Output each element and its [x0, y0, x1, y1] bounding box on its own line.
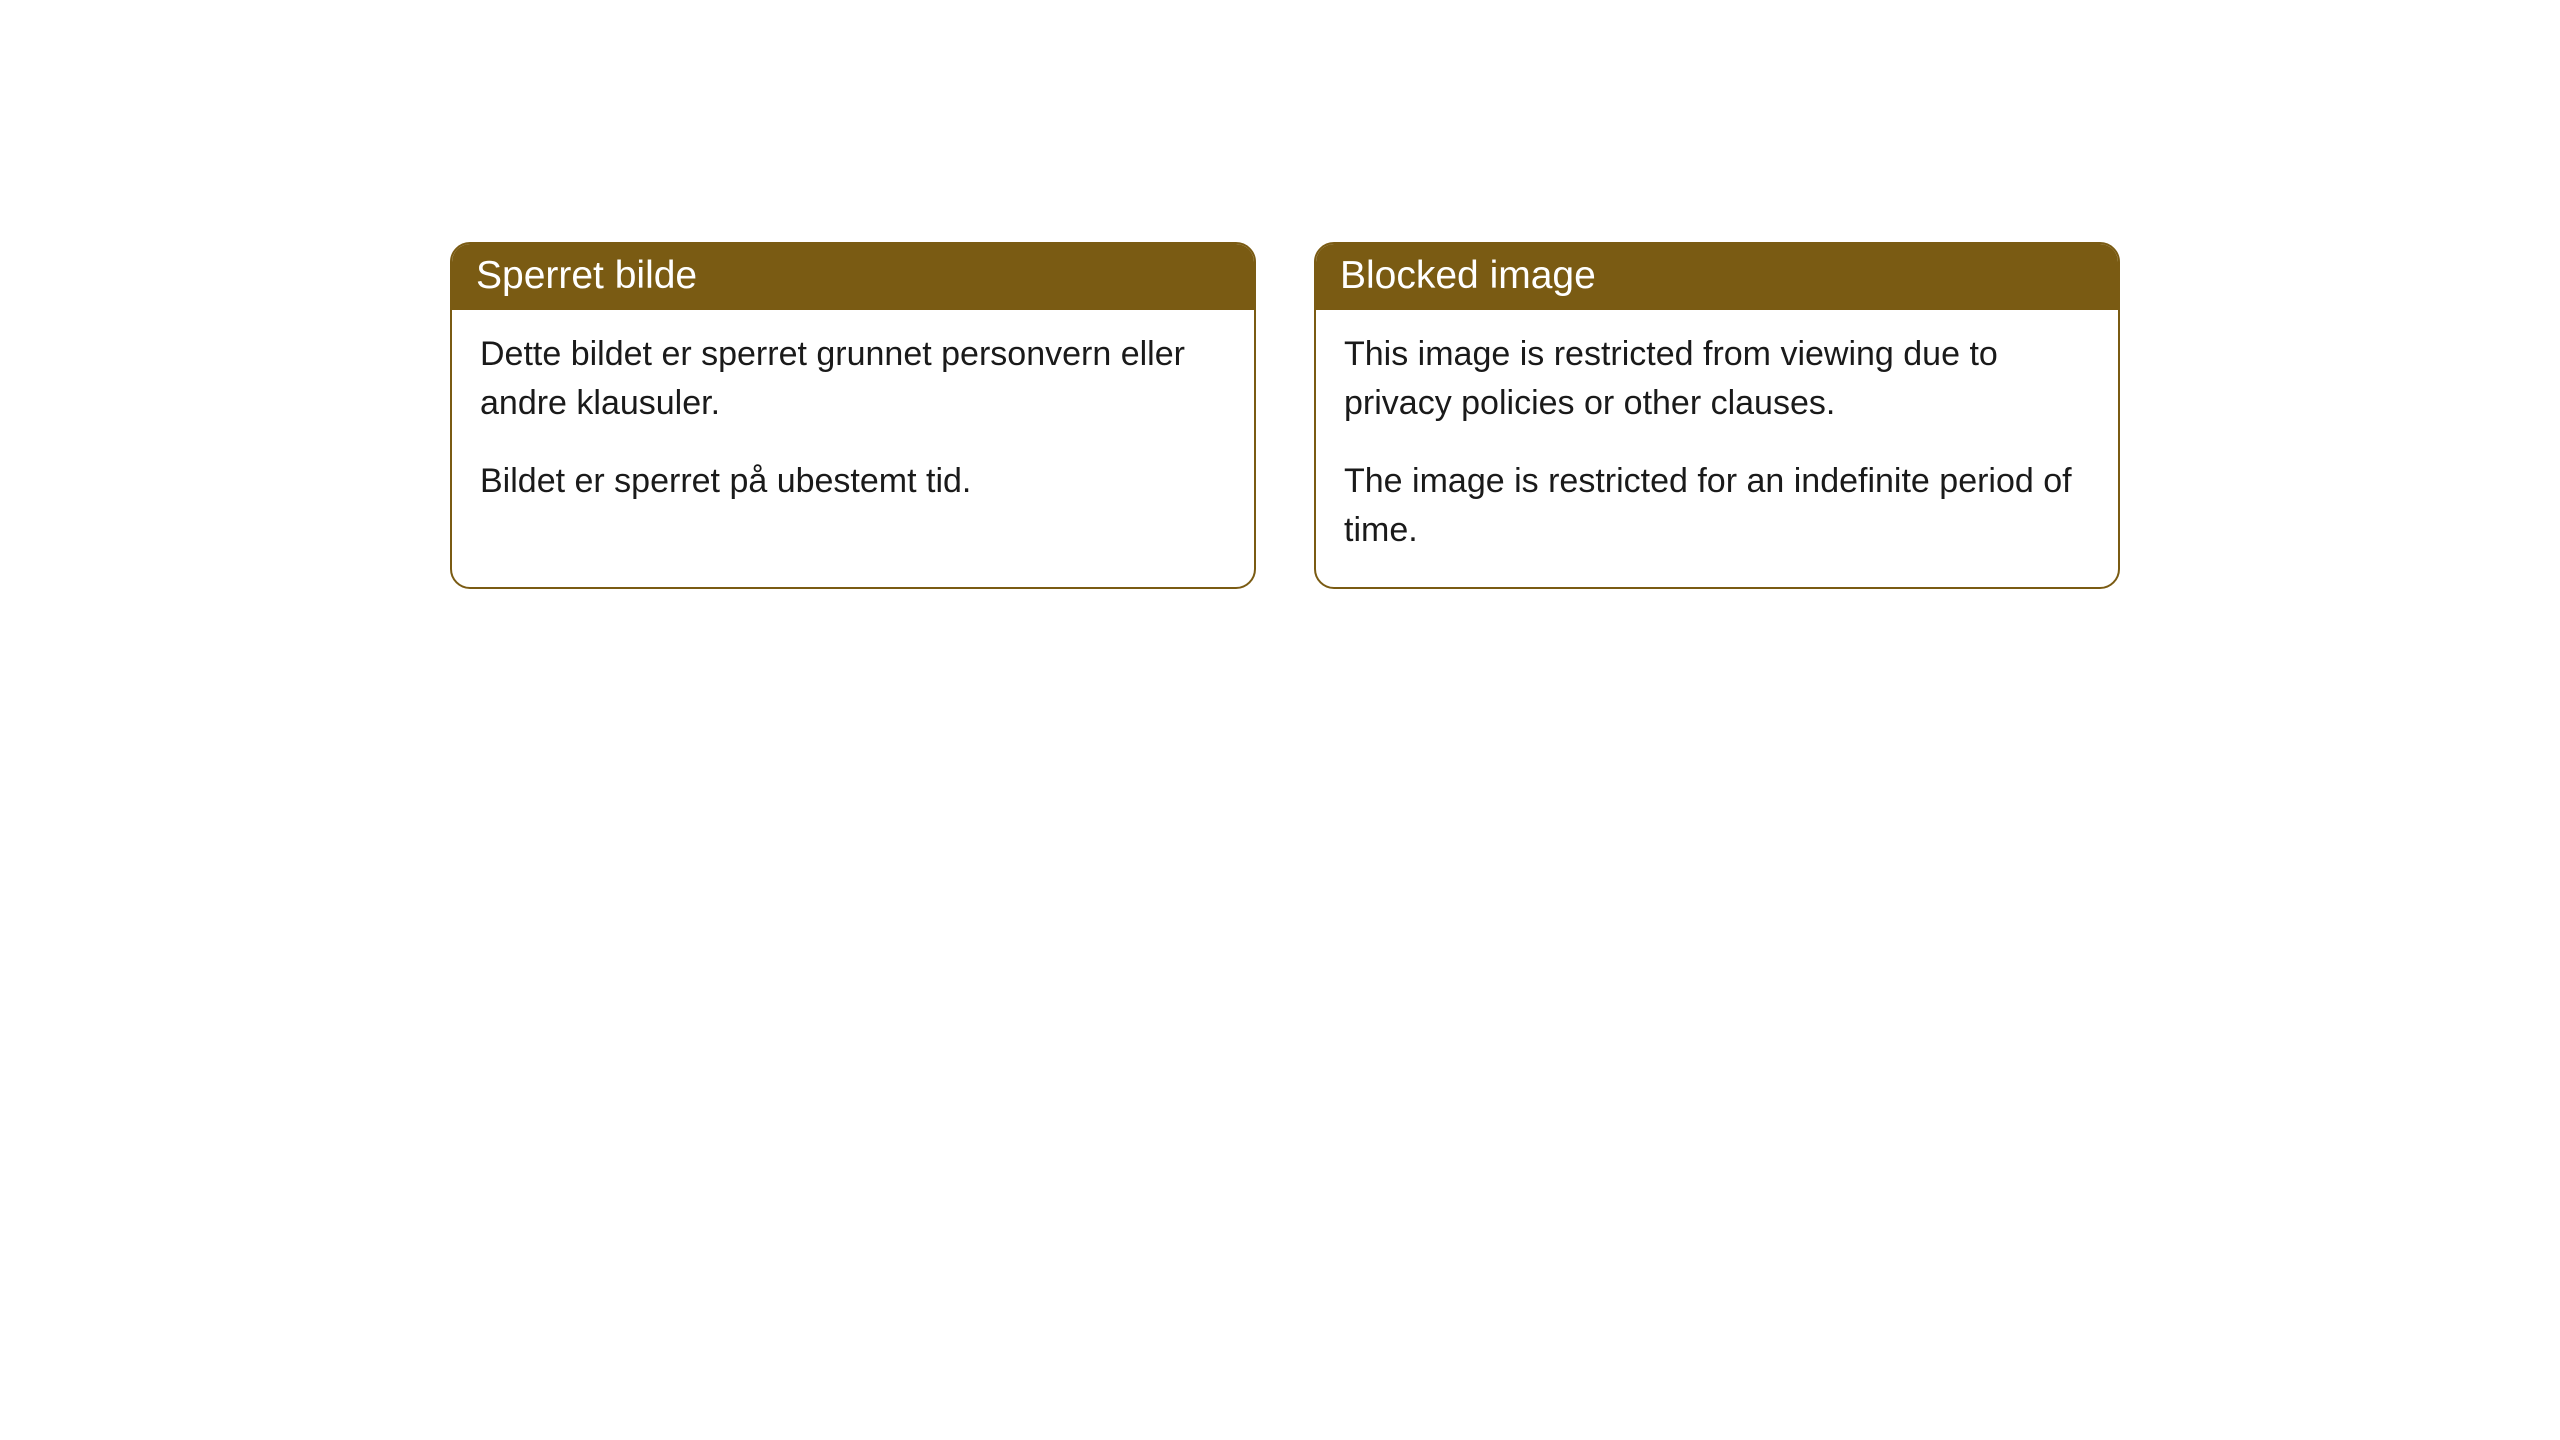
blocked-image-card-no: Sperret bilde Dette bildet er sperret gr… [450, 242, 1256, 589]
card-paragraph-2-en: The image is restricted for an indefinit… [1344, 457, 2090, 556]
card-title-en: Blocked image [1340, 254, 1596, 297]
card-header-en: Blocked image [1316, 244, 2118, 310]
card-paragraph-1-en: This image is restricted from viewing du… [1344, 330, 2090, 429]
card-header-no: Sperret bilde [452, 244, 1254, 310]
notice-cards-container: Sperret bilde Dette bildet er sperret gr… [0, 0, 2560, 589]
card-body-en: This image is restricted from viewing du… [1316, 310, 2118, 587]
card-title-no: Sperret bilde [476, 254, 697, 297]
card-paragraph-2-no: Bildet er sperret på ubestemt tid. [480, 457, 1226, 506]
blocked-image-card-en: Blocked image This image is restricted f… [1314, 242, 2120, 589]
card-body-no: Dette bildet er sperret grunnet personve… [452, 310, 1254, 538]
card-paragraph-1-no: Dette bildet er sperret grunnet personve… [480, 330, 1226, 429]
